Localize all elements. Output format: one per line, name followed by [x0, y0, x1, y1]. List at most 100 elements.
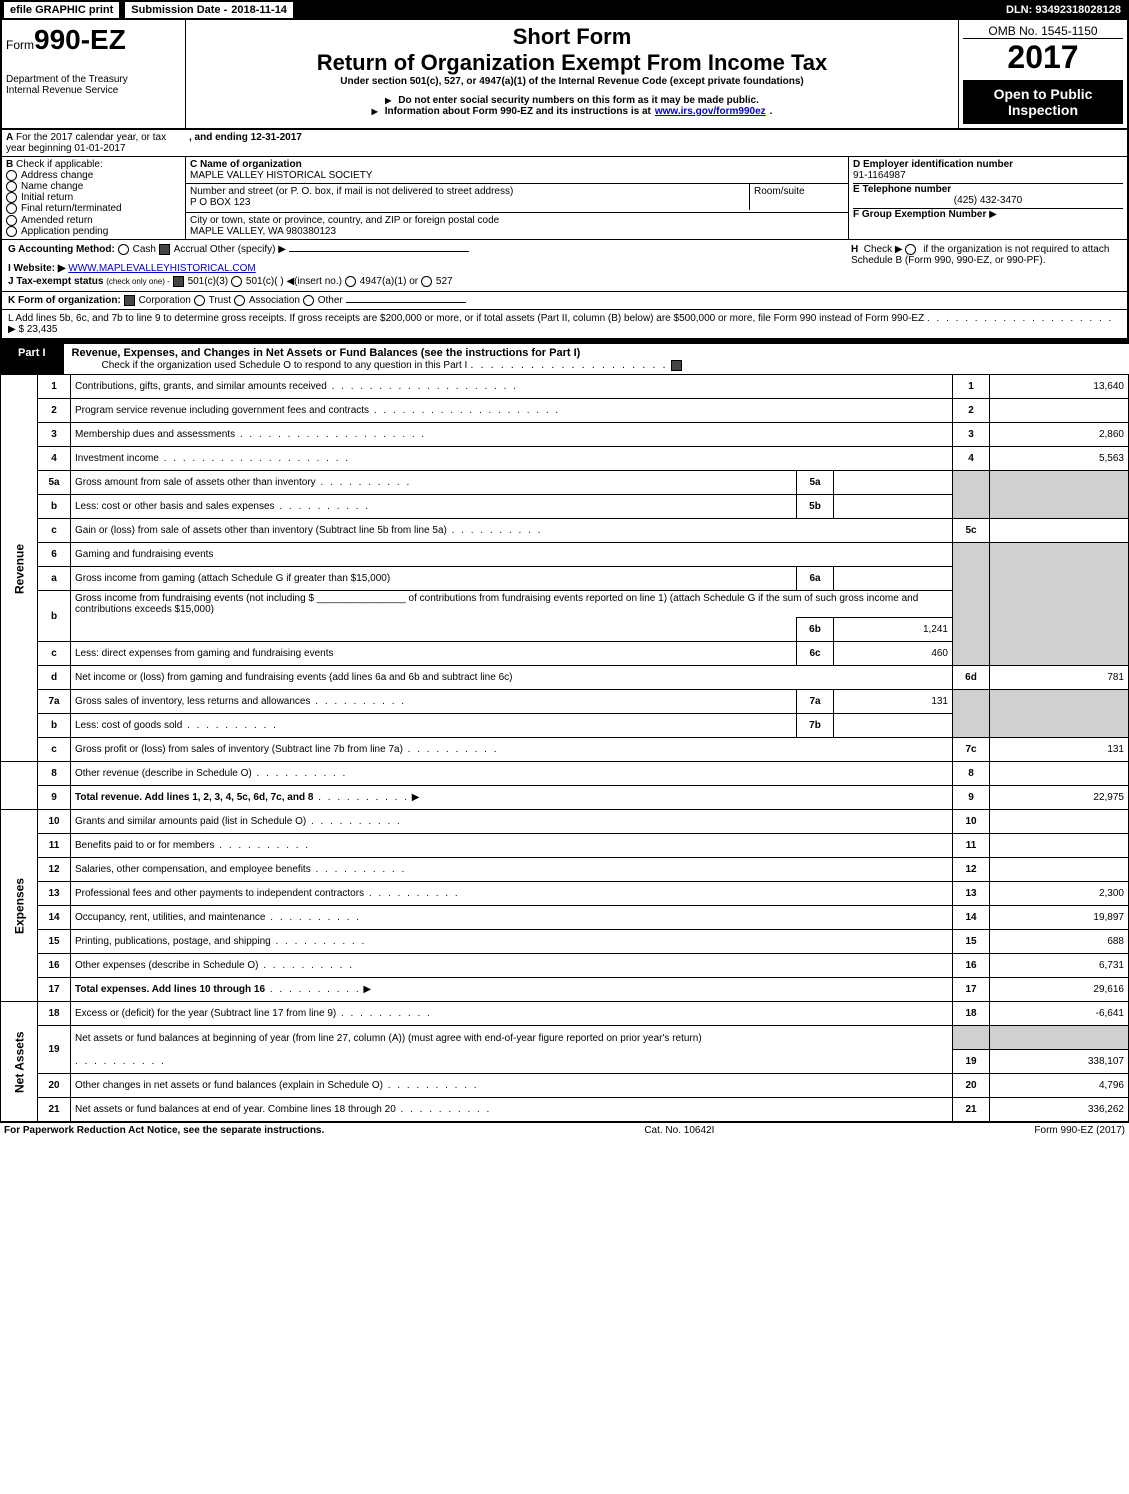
checkbox-icon[interactable]	[159, 244, 170, 255]
line-desc: Gaming and fundraising events	[75, 549, 213, 560]
J-opt1: 501(c)( ) ◀(insert no.)	[246, 276, 342, 287]
K-opt2: Association	[249, 295, 300, 306]
radio-icon[interactable]	[6, 192, 17, 203]
mid-val	[834, 471, 953, 495]
radio-icon[interactable]	[6, 181, 17, 192]
line-amount: 338,107	[990, 1050, 1129, 1074]
J-label: J Tax-exempt status	[8, 276, 103, 287]
line-desc: Salaries, other compensation, and employ…	[75, 864, 406, 875]
line-desc: Net assets or fund balances at end of ye…	[75, 1104, 491, 1115]
room-label: Room/suite	[749, 184, 848, 210]
line-amount: 6,731	[990, 954, 1129, 978]
radio-icon[interactable]	[231, 276, 242, 287]
submission-date-value: 2018-11-14	[231, 4, 287, 16]
page-footer: For Paperwork Reduction Act Notice, see …	[0, 1122, 1129, 1138]
part1-sub: Check if the organization used Schedule …	[72, 360, 468, 371]
B-label: Check if applicable:	[16, 159, 103, 170]
line-amount: 29,616	[990, 978, 1129, 1002]
G-row: G Accounting Method: Cash Accrual Other …	[8, 244, 851, 287]
line-desc: Gain or (loss) from sale of assets other…	[75, 525, 542, 536]
header-left: Form 990-EZ Department of the Treasury I…	[2, 20, 186, 128]
checkbox-icon[interactable]	[671, 360, 682, 371]
F-arrow: ▶	[989, 209, 997, 220]
line-ref: 4	[953, 447, 990, 471]
table-row: 8 Other revenue (describe in Schedule O)…	[1, 762, 1129, 786]
tax-year: 2017	[963, 39, 1123, 76]
radio-icon[interactable]	[194, 295, 205, 306]
J-rest: (check only one) -	[106, 277, 170, 286]
radio-icon[interactable]	[6, 170, 17, 181]
line-desc: Total revenue. Add lines 1, 2, 3, 4, 5c,…	[75, 792, 313, 803]
arrow-icon: ▶	[412, 792, 420, 803]
efile-badge: efile GRAPHIC print	[4, 2, 119, 18]
info-link[interactable]: www.irs.gov/form990ez	[655, 106, 766, 117]
line-num: 3	[38, 423, 71, 447]
entity-block: A For the 2017 calendar year, or tax yea…	[0, 130, 1129, 342]
line-ref: 11	[953, 834, 990, 858]
form-header: Form 990-EZ Department of the Treasury I…	[0, 20, 1129, 130]
radio-icon[interactable]	[345, 276, 356, 287]
line-ref: 3	[953, 423, 990, 447]
arrow-icon: ▶	[363, 984, 371, 995]
submission-date: Submission Date - 2018-11-14	[125, 2, 293, 18]
line-num: 11	[38, 834, 71, 858]
line-amount	[990, 762, 1129, 786]
table-row: 16 Other expenses (describe in Schedule …	[1, 954, 1129, 978]
checkbox-icon[interactable]	[124, 295, 135, 306]
line-amount	[990, 858, 1129, 882]
radio-icon[interactable]	[303, 295, 314, 306]
line-num: 7a	[38, 690, 71, 714]
radio-icon[interactable]	[905, 244, 916, 255]
city-label: City or town, state or province, country…	[190, 215, 499, 226]
line-desc: Net income or (loss) from gaming and fun…	[75, 672, 512, 683]
line-desc: Less: direct expenses from gaming and fu…	[75, 648, 333, 659]
arrow-icon	[372, 106, 381, 117]
line-ref: 12	[953, 858, 990, 882]
chk-pending: Application pending	[21, 226, 108, 237]
header-right: OMB No. 1545-1150 2017 Open to Public In…	[959, 20, 1127, 128]
G-label: G Accounting Method:	[8, 244, 115, 255]
mid-ref: 5a	[797, 471, 834, 495]
table-row: c Gross profit or (loss) from sales of i…	[1, 738, 1129, 762]
line-num: 20	[38, 1074, 71, 1098]
checkbox-icon[interactable]	[173, 276, 184, 287]
line-num: c	[38, 642, 71, 666]
line-desc: Investment income	[75, 453, 350, 464]
radio-icon[interactable]	[6, 203, 17, 214]
line-num: 17	[38, 978, 71, 1002]
website-link[interactable]: WWW.MAPLEVALLEYHISTORICAL.COM	[68, 263, 255, 274]
line-ref: 7c	[953, 738, 990, 762]
radio-icon[interactable]	[6, 226, 17, 237]
line-num: b	[38, 495, 71, 519]
radio-icon[interactable]	[421, 276, 432, 287]
line-desc: Other expenses (describe in Schedule O)	[75, 960, 354, 971]
table-row: 2 Program service revenue including gove…	[1, 399, 1129, 423]
chk-amended: Amended return	[21, 215, 93, 226]
line-num: 10	[38, 810, 71, 834]
mid-ref: 7b	[797, 714, 834, 738]
shade-cell	[990, 1026, 1129, 1050]
radio-icon[interactable]	[118, 244, 129, 255]
K-opt0: Corporation	[139, 295, 191, 306]
dln: DLN: 93492318028128	[1002, 2, 1125, 18]
table-row: 9 Total revenue. Add lines 1, 2, 3, 4, 5…	[1, 786, 1129, 810]
line-amount: 22,975	[990, 786, 1129, 810]
radio-icon[interactable]	[234, 295, 245, 306]
shade-cell	[953, 690, 990, 738]
C-value: MAPLE VALLEY HISTORICAL SOCIETY	[190, 170, 372, 181]
line-ref: 15	[953, 930, 990, 954]
K-label: K Form of organization:	[8, 295, 121, 306]
line-ref: 14	[953, 906, 990, 930]
line-desc: Membership dues and assessments	[75, 429, 426, 440]
K-opt1: Trust	[209, 295, 231, 306]
line-num: 1	[38, 375, 71, 399]
shade-cell	[990, 690, 1129, 738]
radio-icon[interactable]	[6, 215, 17, 226]
D-value: 91-1164987	[853, 170, 906, 181]
line-desc: Excess or (deficit) for the year (Subtra…	[75, 1008, 432, 1019]
dept-line2: Internal Revenue Service	[6, 85, 118, 96]
table-row: 19 Net assets or fund balances at beginn…	[1, 1026, 1129, 1050]
shade-cell	[990, 543, 1129, 666]
J-opt3: 527	[436, 276, 453, 287]
line-amount	[990, 834, 1129, 858]
